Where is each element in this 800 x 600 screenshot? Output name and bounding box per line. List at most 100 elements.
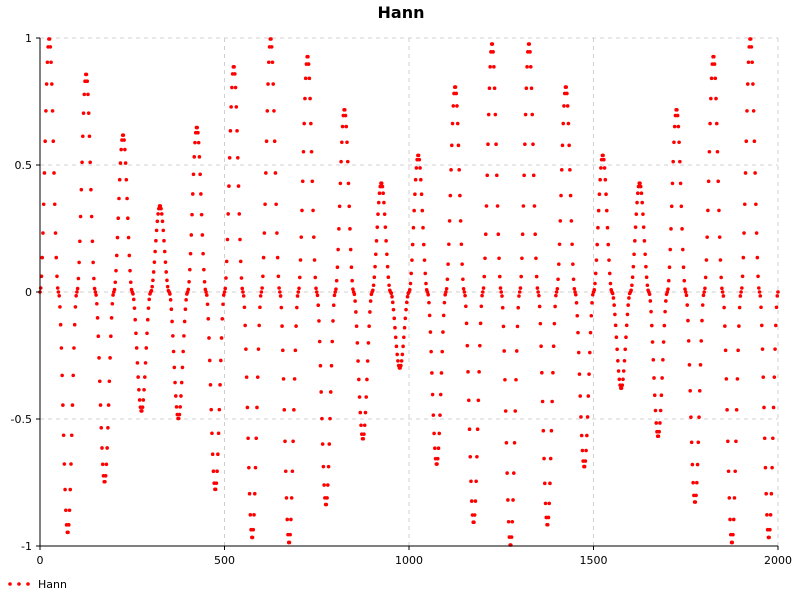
data-point-727 [574,301,579,305]
data-point-840 [658,421,662,425]
data-point-445 [366,341,371,345]
data-point-69 [89,187,93,192]
data-point-596 [478,343,482,348]
data-point-691 [548,481,552,486]
data-point-963 [748,37,753,41]
data-point-972 [755,255,760,260]
data-point-403 [335,265,340,270]
data-point-74 [92,286,97,291]
data-point-790 [621,377,625,382]
data-point-975 [757,290,762,294]
data-point-924 [720,286,724,291]
data-point-367 [309,121,313,126]
data-point-489 [399,363,403,368]
data-point-797 [626,303,630,307]
data-point-439 [362,432,366,436]
data-point-81 [97,379,102,384]
data-point-115 [123,147,127,152]
data-point-248 [221,302,225,307]
data-point-255 [226,212,230,216]
data-point-979 [760,347,765,351]
data-point-447 [368,310,372,314]
data-point-977 [759,305,763,310]
data-point-741 [585,433,589,438]
data-point-549 [443,292,447,297]
data-point-899 [701,293,706,298]
data-point-484 [395,352,399,357]
data-point-909 [709,96,713,101]
data-point-885 [691,480,695,485]
data-point-197 [183,307,188,312]
data-point-443 [365,377,369,382]
data-point-610 [488,65,492,69]
data-points [38,37,780,547]
data-point-890 [695,480,699,485]
data-point-994 [771,405,776,410]
data-point-732 [578,394,583,398]
data-point-55 [78,214,83,219]
data-point-535 [433,446,437,451]
legend-marker-dot-0 [8,582,12,586]
data-point-315 [270,60,275,65]
data-point-989 [768,527,772,532]
data-point-965 [750,60,754,65]
data-point-930 [724,377,729,381]
data-point-34 [63,487,67,492]
data-point-101 [112,287,117,292]
data-point-600 [481,290,485,294]
data-point-784 [616,369,621,373]
data-point-974 [757,286,761,290]
data-point-288 [250,535,255,540]
data-point-900 [702,290,706,294]
data-point-700 [554,290,559,294]
data-point-266 [234,105,239,109]
data-point-901 [703,286,707,291]
data-point-1000 [776,290,780,294]
data-point-485 [396,359,400,363]
data-point-201 [186,287,191,292]
data-point-729 [576,330,580,335]
data-point-218 [199,192,203,196]
data-point-683 [542,456,546,461]
data-point-250 [222,290,227,294]
data-point-529 [428,330,433,334]
data-point-351 [297,286,301,291]
data-point-674 [535,286,540,290]
data-point-210 [193,140,197,145]
data-point-605 [484,204,489,208]
data-point-893 [697,415,701,419]
data-point-91 [105,446,109,450]
data-point-501 [407,288,412,292]
data-point-171 [164,270,168,274]
data-point-417 [345,159,350,164]
data-point-421 [348,247,353,252]
data-point-132 [135,361,140,365]
data-point-392 [327,442,332,446]
data-point-939 [731,532,735,537]
data-point-971 [754,231,759,235]
data-point-747 [589,313,594,318]
data-point-414 [343,113,348,118]
data-point-639 [509,535,514,539]
data-point-232 [209,407,214,412]
data-point-714 [565,91,569,96]
data-point-170 [163,260,168,264]
y-tick-label-0: -1 [21,540,32,553]
data-point-215 [196,140,201,145]
data-point-968 [752,139,757,143]
data-point-342 [290,469,295,474]
data-point-275 [241,290,245,294]
data-point-863 [675,108,679,112]
data-point-298 [258,305,262,310]
data-point-599 [480,293,484,298]
data-point-941 [732,496,737,500]
data-point-779 [613,312,617,317]
data-point-381 [319,390,323,394]
data-point-554 [447,242,451,247]
data-point-268 [235,155,240,160]
data-point-894 [697,388,702,393]
data-point-630 [503,377,507,382]
data-point-373 [313,275,318,280]
data-point-719 [568,193,573,198]
data-point-973 [756,274,760,279]
